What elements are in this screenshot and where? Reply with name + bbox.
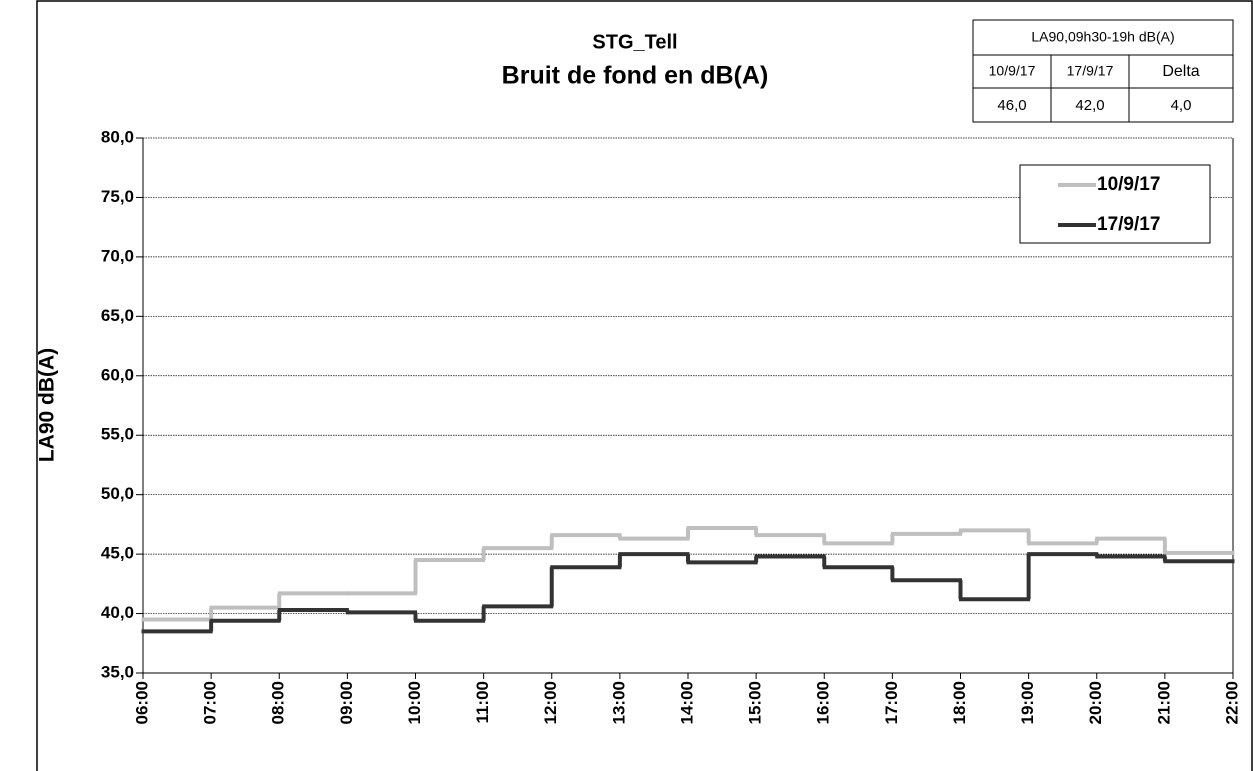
y-tick-label: 60,0 [101,365,134,384]
y-tick-label: 45,0 [101,544,134,563]
table-cell: 42,0 [1075,97,1104,114]
table-header: 10/9/17 [989,63,1036,79]
x-tick-label: 13:00 [609,681,628,724]
x-tick-label: 09:00 [337,681,356,724]
y-tick-label: 40,0 [101,603,134,622]
summary-table [972,19,1234,123]
x-tick-label: 18:00 [950,681,969,724]
x-tick-label: 20:00 [1086,681,1105,724]
y-axis-label: LA90 dB(A) [36,348,59,462]
x-tick-label: 14:00 [677,681,696,724]
legend-label: 10/9/17 [1097,174,1160,195]
x-tick-label: 10:00 [405,681,424,724]
table-border [972,19,1234,123]
chart-title: STG_Tell [592,31,677,53]
x-tick-label: 07:00 [201,681,220,724]
chart-frame [36,0,1253,771]
y-tick-label: 75,0 [101,187,134,206]
x-tick-label: 11:00 [473,681,492,724]
chart-subtitle: Bruit de fond en dB(A) [502,62,769,90]
x-tick-label: 22:00 [1222,681,1241,724]
x-tick-label: 08:00 [269,681,288,724]
x-tick-label: 06:00 [132,681,151,724]
y-tick-label: 65,0 [101,306,134,325]
x-tick-label: 15:00 [746,681,765,724]
table-header: 17/9/17 [1067,63,1114,79]
y-tick-label: 80,0 [101,127,134,146]
x-tick-label: 12:00 [541,681,560,724]
legend-box [1019,164,1211,244]
y-tick-label: 70,0 [101,246,134,265]
table-header: Delta [1162,63,1199,80]
x-tick-label: 16:00 [814,681,833,724]
y-tick-label: 35,0 [101,662,134,681]
x-tick-label: 21:00 [1154,681,1173,724]
x-tick-label: 19:00 [1018,681,1037,724]
y-tick-label: 55,0 [101,425,134,444]
legend-label: 17/9/17 [1097,214,1160,235]
x-tick-label: 17:00 [882,681,901,724]
y-tick-label: 50,0 [101,484,134,503]
table-cell: 46,0 [997,97,1026,114]
table-title: LA90,09h30-19h dB(A) [1031,29,1174,45]
table-cell: 4,0 [1171,97,1192,114]
